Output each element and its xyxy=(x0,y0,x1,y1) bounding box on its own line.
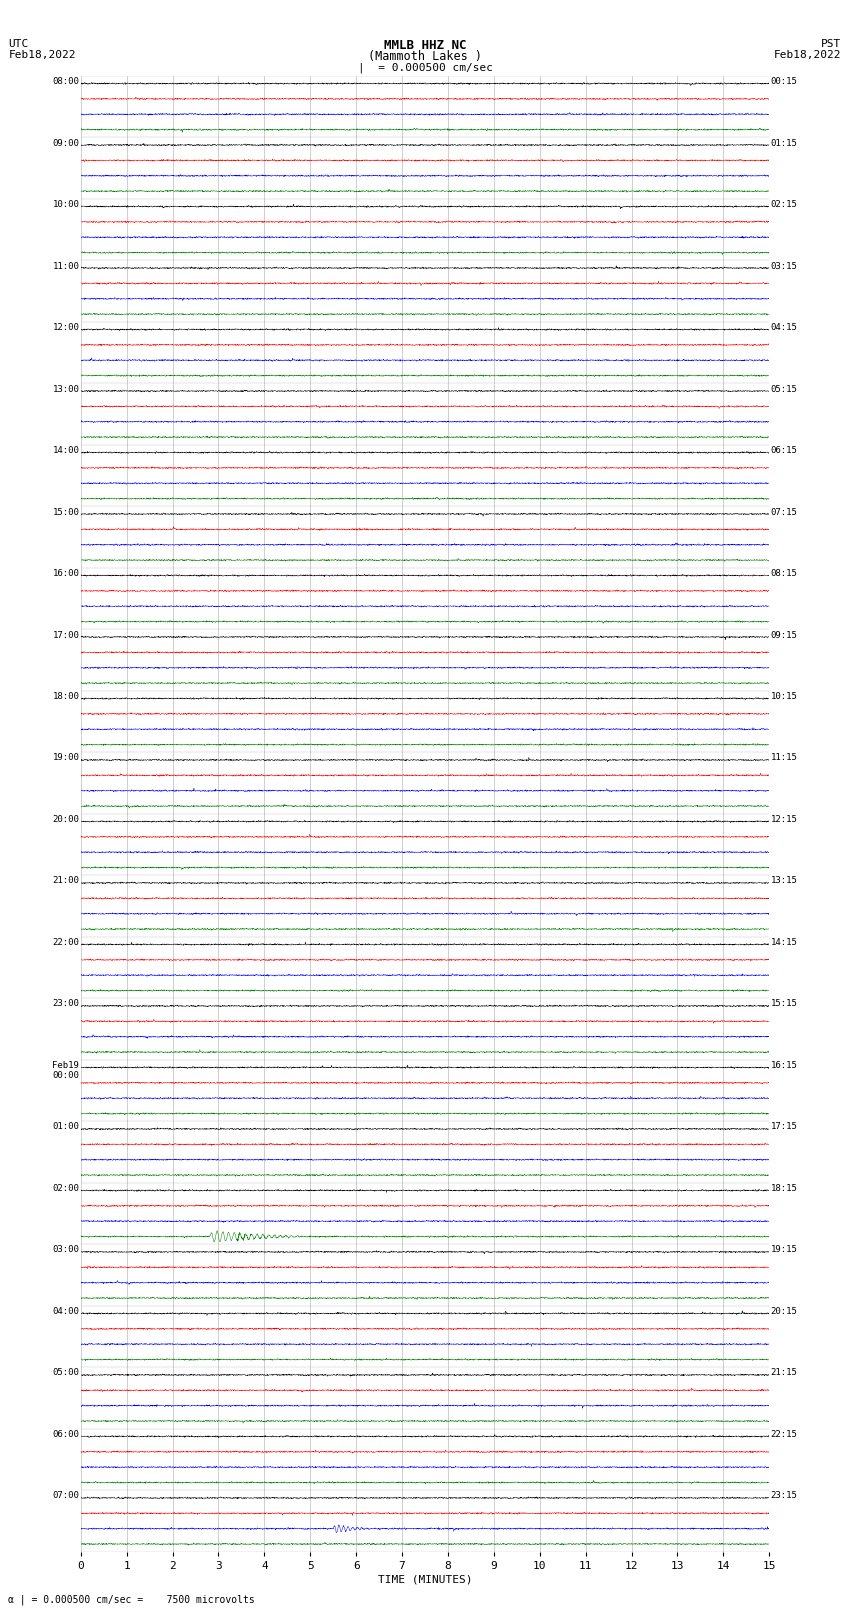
Text: MMLB HHZ NC: MMLB HHZ NC xyxy=(383,39,467,52)
Text: α | = 0.000500 cm/sec =    7500 microvolts: α | = 0.000500 cm/sec = 7500 microvolts xyxy=(8,1594,255,1605)
Text: PST: PST xyxy=(821,39,842,48)
Text: |  = 0.000500 cm/sec: | = 0.000500 cm/sec xyxy=(358,63,492,74)
Text: Feb18,2022: Feb18,2022 xyxy=(8,50,76,60)
Text: (Mammoth Lakes ): (Mammoth Lakes ) xyxy=(368,50,482,63)
Text: Feb18,2022: Feb18,2022 xyxy=(774,50,842,60)
X-axis label: TIME (MINUTES): TIME (MINUTES) xyxy=(377,1574,473,1586)
Text: UTC: UTC xyxy=(8,39,29,48)
